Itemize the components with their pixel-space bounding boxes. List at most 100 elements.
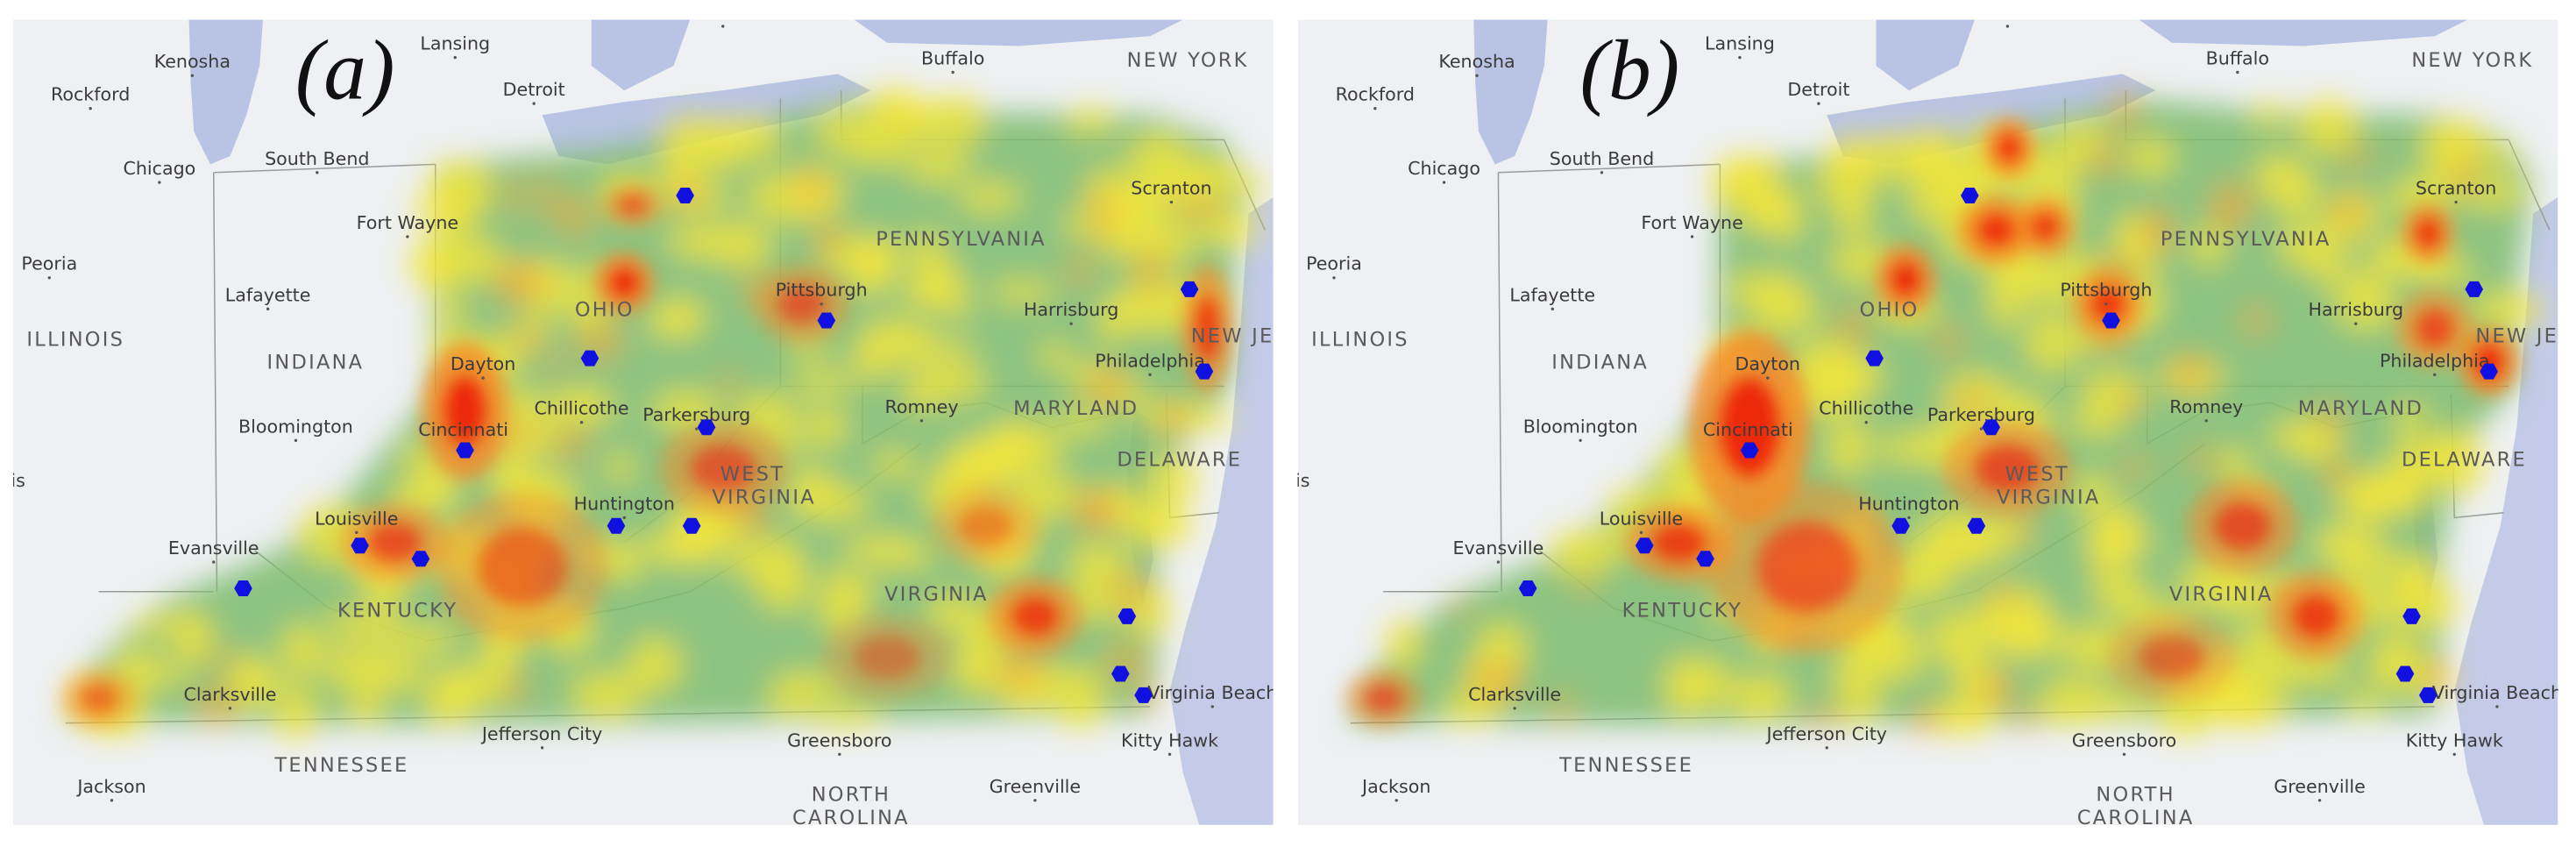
heat-blob xyxy=(958,182,1021,212)
heat-blob xyxy=(2068,410,2124,436)
city-label: Clarksville xyxy=(1468,684,1561,705)
heat-blob xyxy=(719,371,740,397)
heat-blob xyxy=(1950,639,1982,692)
state-label: PENNSYLVANIA xyxy=(2161,228,2331,251)
state-label: OHIO xyxy=(575,299,635,322)
city-label: St. Louis xyxy=(0,470,25,491)
city-dot xyxy=(1864,421,1868,424)
city-label: Romney xyxy=(885,396,959,417)
city-dot xyxy=(1907,516,1911,520)
heat-blob xyxy=(1932,325,1967,356)
heat-blob xyxy=(2345,691,2385,714)
heat-blob xyxy=(1988,257,2054,307)
heat-blob xyxy=(2084,690,2152,718)
ocean xyxy=(1169,196,1274,825)
city-dot xyxy=(1167,752,1172,756)
heat-blob xyxy=(2310,530,2380,559)
heat-blob xyxy=(2168,355,2211,388)
city-dot xyxy=(2236,70,2239,75)
city-label: Kitty Hawk xyxy=(2406,730,2503,751)
heat-blob xyxy=(1471,661,1523,701)
city-dot xyxy=(1373,107,1377,110)
heat-blob xyxy=(2322,453,2352,491)
heat-blob xyxy=(1796,708,1847,727)
state-label: INDIANA xyxy=(1551,352,1649,374)
city-dot xyxy=(1496,560,1501,564)
state-label: DELAWARE xyxy=(1117,448,1242,471)
heat-blob xyxy=(1809,386,1856,417)
heat-blob xyxy=(2421,660,2452,694)
city-label: Romney xyxy=(2169,396,2243,417)
city-label: South Bend xyxy=(265,148,369,169)
heat-blob xyxy=(323,644,399,689)
city-dot xyxy=(1442,181,1446,184)
city-dot xyxy=(47,276,51,280)
heat-blob xyxy=(2072,473,2112,512)
heat-blob xyxy=(175,612,213,666)
site-marker xyxy=(1134,687,1153,703)
heat-blob xyxy=(915,260,963,302)
hotspot xyxy=(1889,260,1922,298)
city-dot xyxy=(1738,55,1742,60)
city-label: Scranton xyxy=(2416,178,2496,199)
lake-huron xyxy=(1876,19,1975,91)
city-dot xyxy=(89,107,92,110)
city-label: Lafayette xyxy=(225,284,311,305)
city-label: Evansville xyxy=(1453,537,1544,559)
heat-blob xyxy=(770,673,845,701)
heat-blob xyxy=(875,451,914,478)
city-label: Huntington xyxy=(1858,493,1959,514)
city-dot xyxy=(453,55,457,60)
city-dot xyxy=(1979,427,1983,431)
heat-blob xyxy=(809,705,884,729)
city-dot xyxy=(951,70,954,75)
heat-blob xyxy=(1772,188,1803,244)
heat-blob xyxy=(2423,120,2457,177)
city-label: Cincinnati xyxy=(418,419,508,440)
state-border xyxy=(212,172,218,592)
heat-blob xyxy=(905,149,971,182)
heat-blob xyxy=(2278,224,2345,269)
heat-blob xyxy=(927,93,985,147)
city-label: Jackson xyxy=(75,776,145,797)
heat-blob xyxy=(1071,492,1119,531)
heat-blob xyxy=(1878,433,1947,463)
heat-blob xyxy=(1064,257,1096,286)
heat-blob xyxy=(2271,649,2349,685)
heat-blob xyxy=(1146,456,1200,504)
heat-blob xyxy=(504,175,526,217)
heat-blob xyxy=(2189,445,2217,474)
heat-blob xyxy=(870,86,919,125)
city-label: Peoria xyxy=(21,253,77,274)
hotspot xyxy=(2414,308,2456,350)
city-dot xyxy=(919,419,924,423)
heat-blob xyxy=(2312,405,2347,431)
site-marker xyxy=(2480,363,2498,380)
heat-blob xyxy=(2451,155,2476,196)
city-dot xyxy=(2204,419,2208,423)
heat-blob xyxy=(1549,529,1615,576)
heat-blob xyxy=(813,222,843,259)
city-label: Clarksville xyxy=(183,684,276,705)
city-dot xyxy=(1394,799,1398,802)
site-marker xyxy=(682,517,701,534)
heat-blob xyxy=(653,299,706,329)
state-label: VIRGINIA xyxy=(884,583,989,606)
city-label: Philadelphia xyxy=(2380,350,2490,371)
site-marker xyxy=(351,537,369,554)
city-label: Buffalo xyxy=(2206,47,2269,68)
city-label: Detroit xyxy=(1787,79,1849,100)
city-dot xyxy=(2454,200,2458,204)
city-dot xyxy=(838,752,841,756)
heat-blob xyxy=(1827,420,1871,475)
heat-blob xyxy=(1729,690,1790,719)
heat-blob xyxy=(408,234,471,292)
heat-blob xyxy=(2335,284,2398,329)
heat-blob xyxy=(2459,178,2526,208)
site-marker xyxy=(1961,188,1979,204)
hotspot xyxy=(1755,521,1859,614)
city-dot xyxy=(2433,373,2437,377)
hotspot xyxy=(365,521,423,564)
city-dot xyxy=(1148,373,1152,377)
heat-blob xyxy=(2333,192,2362,233)
